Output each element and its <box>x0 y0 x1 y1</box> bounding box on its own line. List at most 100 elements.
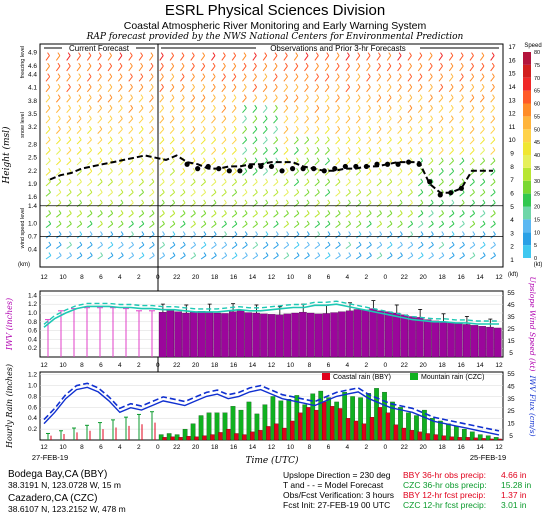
time-tick-label: 18 <box>211 274 219 281</box>
wind-barb <box>376 139 382 145</box>
time-tick-label: 14 <box>249 274 257 281</box>
wind-barb <box>262 191 269 197</box>
wind-barb-flag <box>369 252 372 256</box>
bby-obs-label: BBY 36-hr obs precip: <box>403 470 486 480</box>
time-tick-label: 12 <box>268 444 276 451</box>
snow-level-point <box>416 161 422 167</box>
wind-barb <box>211 160 217 166</box>
wind-barb-flag <box>254 136 258 141</box>
wind-barb <box>128 86 133 93</box>
wind-barb-flag <box>48 210 52 214</box>
wind-barb <box>242 107 247 114</box>
wind-barb-flag <box>419 125 423 130</box>
wind-barb-flag <box>430 136 434 141</box>
wind-barb-flag <box>285 125 289 130</box>
wind-barb-flag <box>182 189 186 193</box>
wind-barb <box>366 76 371 82</box>
wind-barb-flag <box>264 62 268 67</box>
wind-barb <box>438 118 444 124</box>
wind-barb <box>417 76 423 82</box>
wind-barb <box>469 86 475 93</box>
wind-barb-flag <box>431 252 434 256</box>
wind-barb-flag <box>389 199 393 204</box>
wind-barb <box>55 107 61 114</box>
wind-barb <box>200 118 206 124</box>
snow-level-point <box>258 163 264 170</box>
wind-barb <box>262 97 268 103</box>
wind-barb <box>180 160 186 166</box>
wind-barb <box>438 244 445 249</box>
wind-barb <box>107 191 113 197</box>
wind-barb <box>45 118 51 124</box>
iwv-bar <box>353 309 362 358</box>
wind-barb <box>242 191 248 197</box>
wind-barb <box>45 213 51 218</box>
wind-barb-flag <box>89 241 93 246</box>
wind-barb <box>45 97 51 103</box>
wind-barb-flag <box>389 157 392 162</box>
wind-barb-flag <box>120 220 124 225</box>
rain-tick-label: 0.2 <box>28 426 37 433</box>
coastal-rain-bar <box>377 407 383 441</box>
wind-barb-flag <box>378 136 382 141</box>
wind-barb <box>221 55 226 61</box>
wind-barb-flag <box>172 178 175 183</box>
mountain-rain-bar <box>182 428 188 441</box>
coastal-rain-bar <box>170 436 175 441</box>
time-tick-label: 12 <box>495 362 503 369</box>
snow-level-point <box>363 163 370 170</box>
wind-barb <box>407 191 413 197</box>
wind-barb <box>97 244 103 249</box>
wind-barb-flag <box>48 178 51 183</box>
wind-barb <box>86 76 92 82</box>
wind-barb-flag <box>440 52 443 56</box>
wind-barb-flag <box>347 115 351 119</box>
wind-barb <box>149 213 155 218</box>
wind-tick-label: 55 <box>507 290 515 297</box>
height-tick-label: 1.9 <box>28 181 37 188</box>
mountain-rain-bar <box>366 393 371 441</box>
height-tick-label: 1.0 <box>28 220 37 227</box>
wind-barb-flag <box>47 115 51 119</box>
wind-barb <box>324 223 331 229</box>
wind-barb-flag <box>419 73 423 77</box>
wind-barb <box>490 191 496 197</box>
time-tick-label: 14 <box>249 444 257 451</box>
coastal-rain-bar <box>282 427 287 441</box>
wind-barb-flag <box>213 125 216 130</box>
time-tick-label: 8 <box>80 274 84 281</box>
wind-barb <box>66 118 72 124</box>
mountain-rain-bar <box>469 431 475 441</box>
wind-barb-flag <box>193 252 197 256</box>
wind-barb-flag <box>120 210 124 214</box>
time-tick-label: 8 <box>80 444 84 451</box>
wind-barb <box>138 76 144 82</box>
wind-barb <box>45 55 50 61</box>
iwv-bar <box>361 309 370 358</box>
time-tick-label: 22 <box>173 444 181 451</box>
wind-barb-flag <box>430 220 434 225</box>
wind-barb-flag <box>192 83 195 88</box>
wind-barb-flag <box>181 52 185 56</box>
wind-barb-flag <box>296 189 300 193</box>
wind-barb-flag <box>182 136 186 141</box>
wind-barb <box>45 107 51 114</box>
wind-barb <box>200 65 206 72</box>
wind-barb <box>190 97 196 103</box>
wind-barb-flag <box>368 210 372 214</box>
wind-barb <box>335 139 341 145</box>
wind-barb <box>87 244 93 249</box>
wind-barb <box>335 128 341 134</box>
wind-barb-flag <box>57 104 61 109</box>
kft-tick-label: 8 <box>510 164 514 171</box>
wind-barb-flag <box>88 62 92 67</box>
wind-barb-flag <box>223 104 227 109</box>
wind-barb-flag <box>389 178 393 183</box>
wind-barb <box>86 128 92 134</box>
wind-barb-flag <box>492 189 496 193</box>
wind-barb-flag <box>317 231 321 235</box>
time-tick-label: 12 <box>268 274 276 281</box>
coastal-rain-bar <box>202 435 207 441</box>
wind-barb <box>138 86 144 93</box>
time-tick-label: 18 <box>211 362 219 369</box>
